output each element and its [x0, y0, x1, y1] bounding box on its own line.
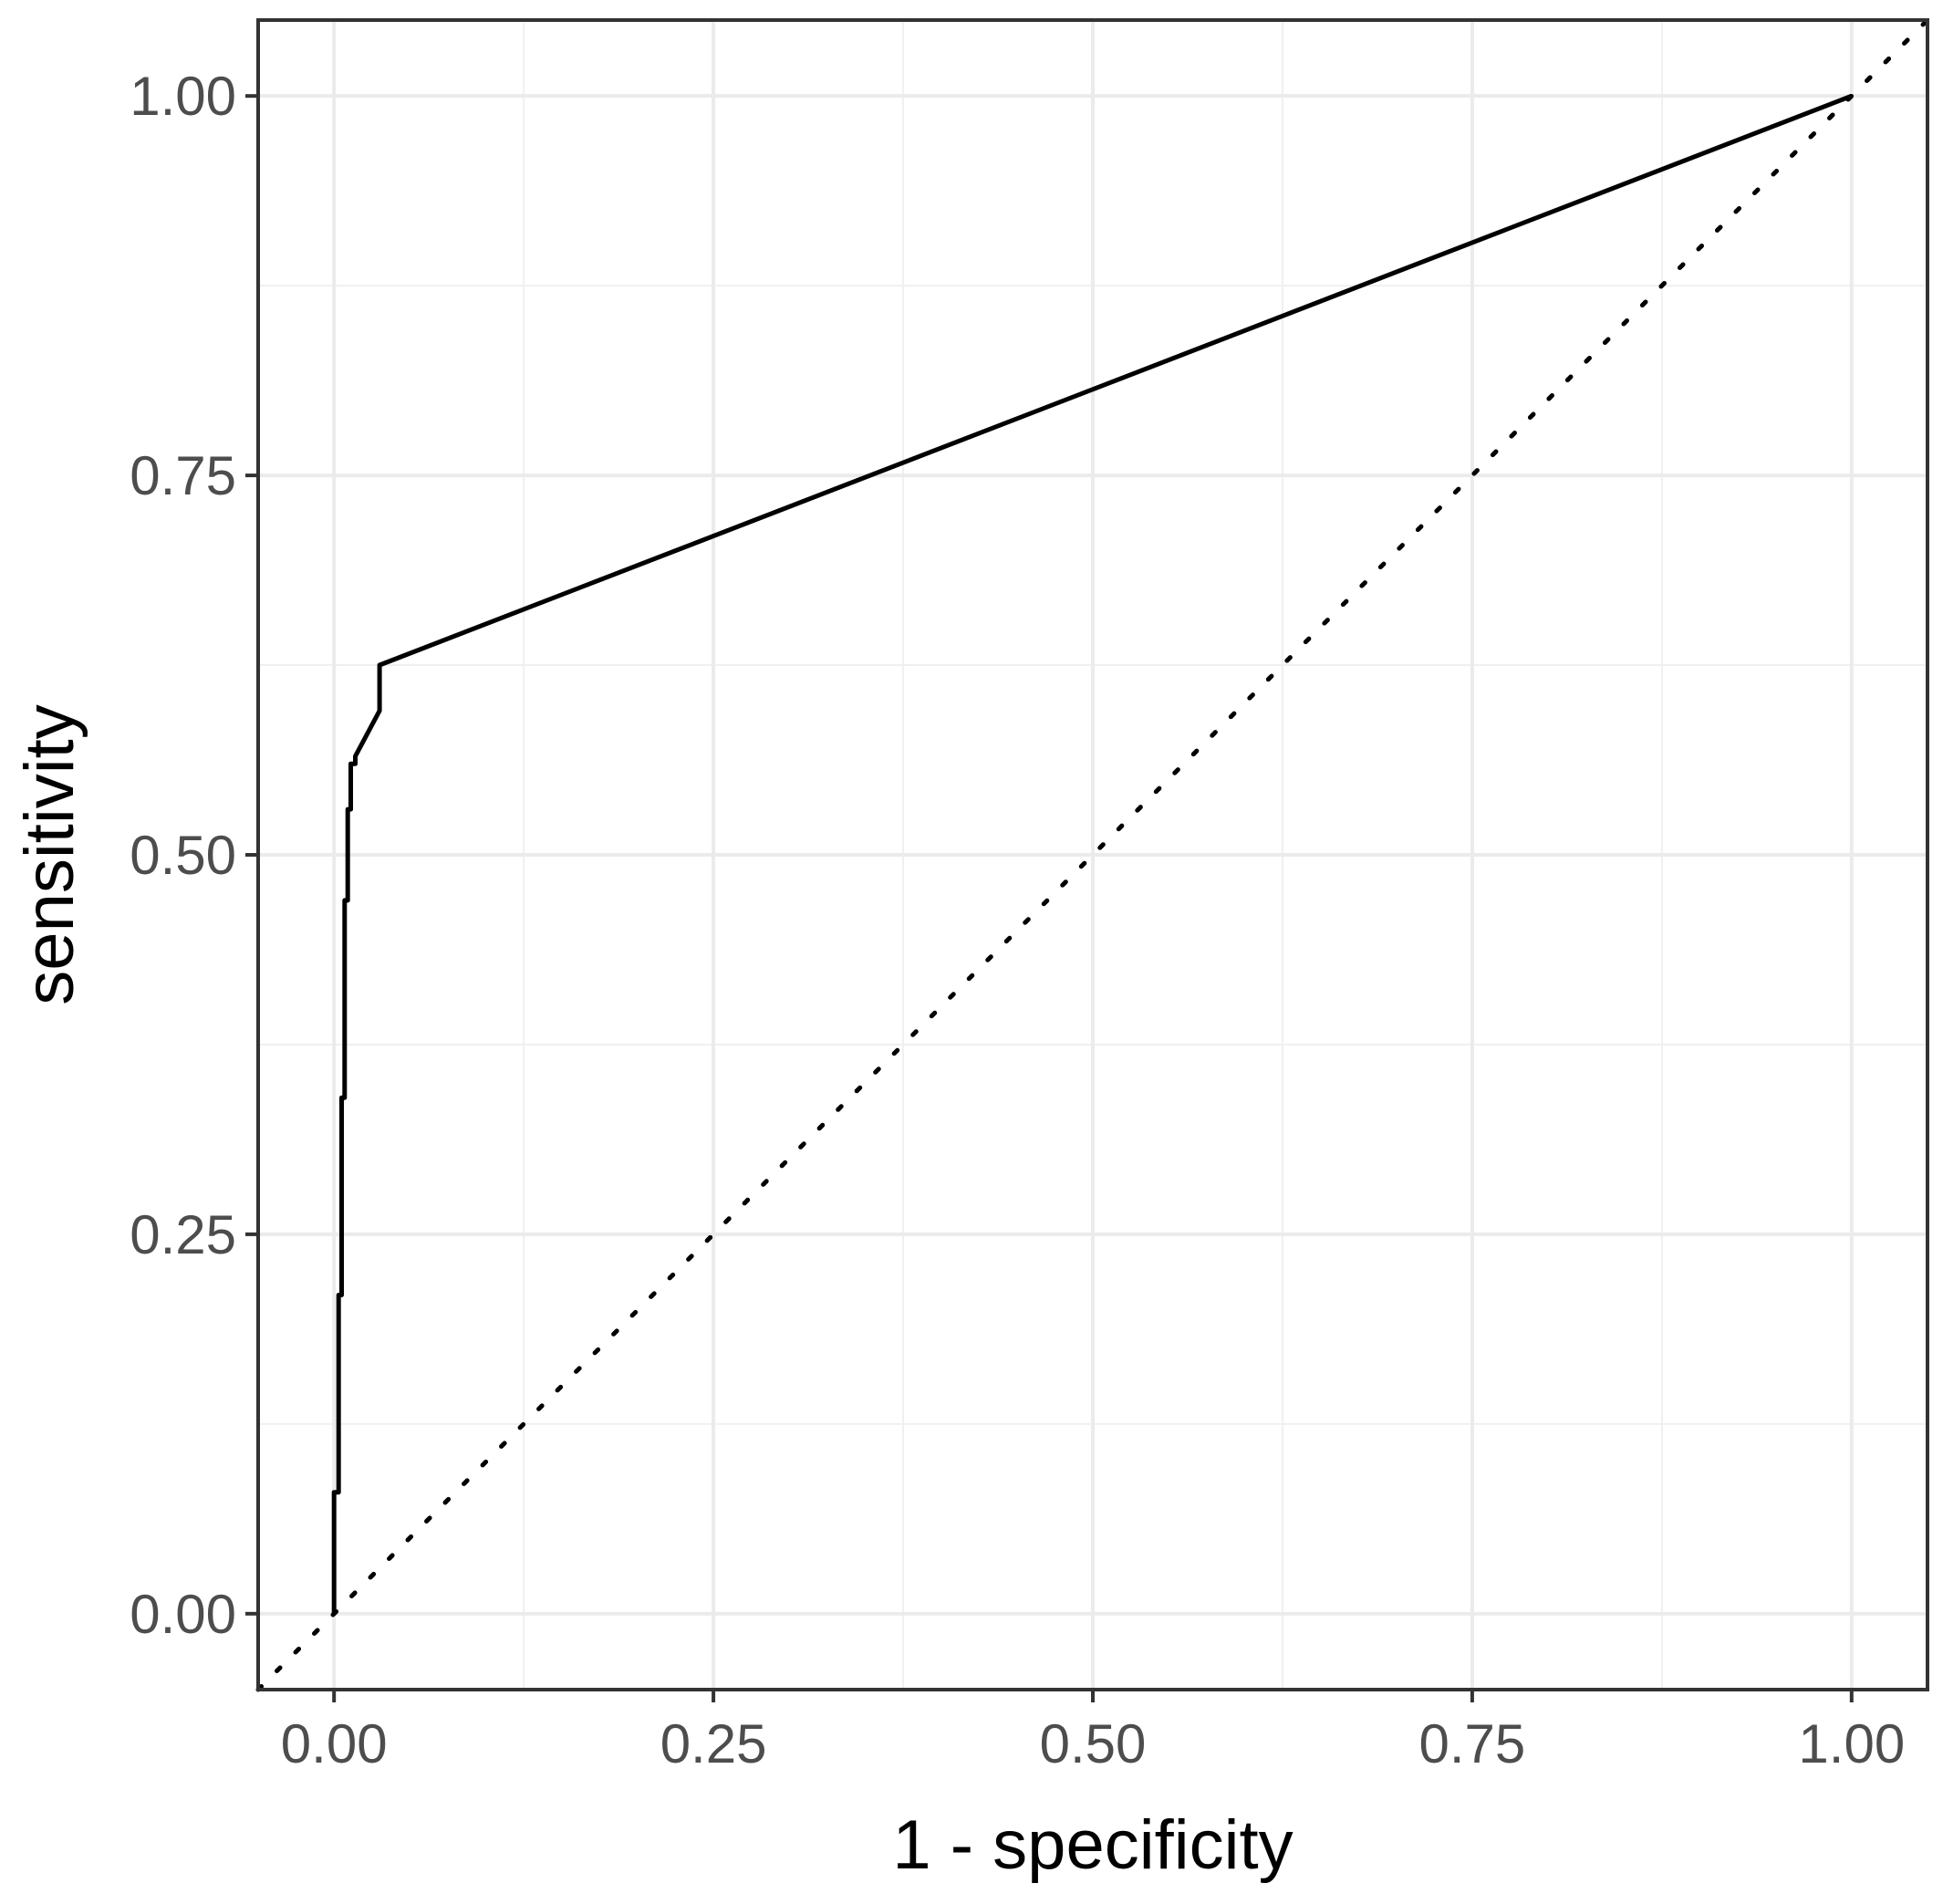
x-tick-label: 0.00: [281, 1713, 388, 1774]
major-gridlines: [258, 20, 1927, 1690]
x-tick-label: 0.75: [1419, 1713, 1526, 1774]
y-axis-ticks: 0.00 0.25 0.50 0.75 1.00: [130, 66, 258, 1645]
y-axis-title: sensitivity: [11, 704, 88, 1004]
y-tick-label: 0.25: [130, 1204, 236, 1265]
x-tick-label: 1.00: [1798, 1713, 1905, 1774]
x-tick-label: 0.50: [1040, 1713, 1147, 1774]
x-tick-label: 0.25: [660, 1713, 767, 1774]
y-tick-label: 0.75: [130, 445, 236, 506]
x-axis-title: 1 - specificity: [892, 1806, 1293, 1884]
series-layer: [331, 93, 1853, 1614]
roc-curve-line: [331, 93, 1853, 1614]
y-tick-label: 0.50: [130, 825, 236, 886]
y-tick-label: 0.00: [130, 1584, 236, 1645]
y-tick-label: 1.00: [130, 66, 236, 127]
x-axis-ticks: 0.00 0.25 0.50 0.75 1.00: [281, 1690, 1905, 1774]
